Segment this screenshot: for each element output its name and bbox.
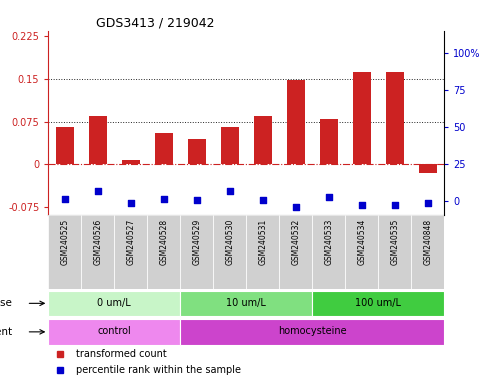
Bar [188, 139, 206, 164]
Text: GDS3413 / 219042: GDS3413 / 219042 [96, 17, 214, 30]
Bar [48, 215, 81, 289]
Point [424, 200, 432, 206]
Point [259, 197, 267, 203]
Bar [180, 215, 213, 289]
Text: percentile rank within the sample: percentile rank within the sample [76, 365, 241, 375]
Point [292, 204, 299, 210]
Text: control: control [98, 326, 131, 336]
Text: GSM240530: GSM240530 [226, 219, 234, 265]
Text: GSM240535: GSM240535 [390, 219, 399, 265]
Bar [155, 133, 173, 164]
Bar [320, 119, 338, 164]
Text: GSM240534: GSM240534 [357, 219, 366, 265]
Bar [114, 215, 147, 289]
Bar [180, 291, 313, 316]
Point [61, 196, 69, 202]
Bar [89, 116, 107, 164]
Bar [246, 215, 279, 289]
Text: GSM240526: GSM240526 [93, 219, 102, 265]
Text: GSM240529: GSM240529 [192, 219, 201, 265]
Point [391, 202, 399, 208]
Bar [279, 215, 313, 289]
Bar [378, 215, 412, 289]
Text: GSM240848: GSM240848 [424, 219, 432, 265]
Text: dose: dose [0, 298, 13, 308]
Point [358, 202, 366, 208]
Text: GSM240533: GSM240533 [325, 219, 333, 265]
Bar [313, 291, 444, 316]
Text: transformed count: transformed count [76, 349, 167, 359]
Point [193, 197, 201, 203]
Text: GSM240527: GSM240527 [127, 219, 135, 265]
Bar [213, 215, 246, 289]
Bar [221, 127, 239, 164]
Bar [254, 116, 272, 164]
Point [94, 188, 102, 194]
Text: GSM240528: GSM240528 [159, 219, 168, 265]
Text: GSM240525: GSM240525 [60, 219, 69, 265]
Bar [180, 319, 444, 345]
Point [226, 188, 234, 194]
Text: 10 um/L: 10 um/L [227, 298, 266, 308]
Bar [287, 80, 305, 164]
Bar [386, 71, 404, 164]
Text: 0 um/L: 0 um/L [98, 298, 131, 308]
Text: agent: agent [0, 327, 13, 337]
Bar [48, 319, 180, 345]
Text: GSM240531: GSM240531 [258, 219, 267, 265]
Point [325, 194, 333, 200]
Bar [353, 71, 371, 164]
Bar [345, 215, 378, 289]
Text: 100 um/L: 100 um/L [355, 298, 401, 308]
Bar [56, 127, 74, 164]
Bar [48, 291, 180, 316]
Bar [122, 160, 140, 164]
Point [160, 196, 168, 202]
Bar [147, 215, 180, 289]
Text: GSM240532: GSM240532 [291, 219, 300, 265]
Bar [313, 215, 345, 289]
Bar [81, 215, 114, 289]
Point [127, 200, 135, 206]
Text: homocysteine: homocysteine [278, 326, 347, 336]
Bar [412, 215, 444, 289]
Bar [419, 164, 437, 173]
